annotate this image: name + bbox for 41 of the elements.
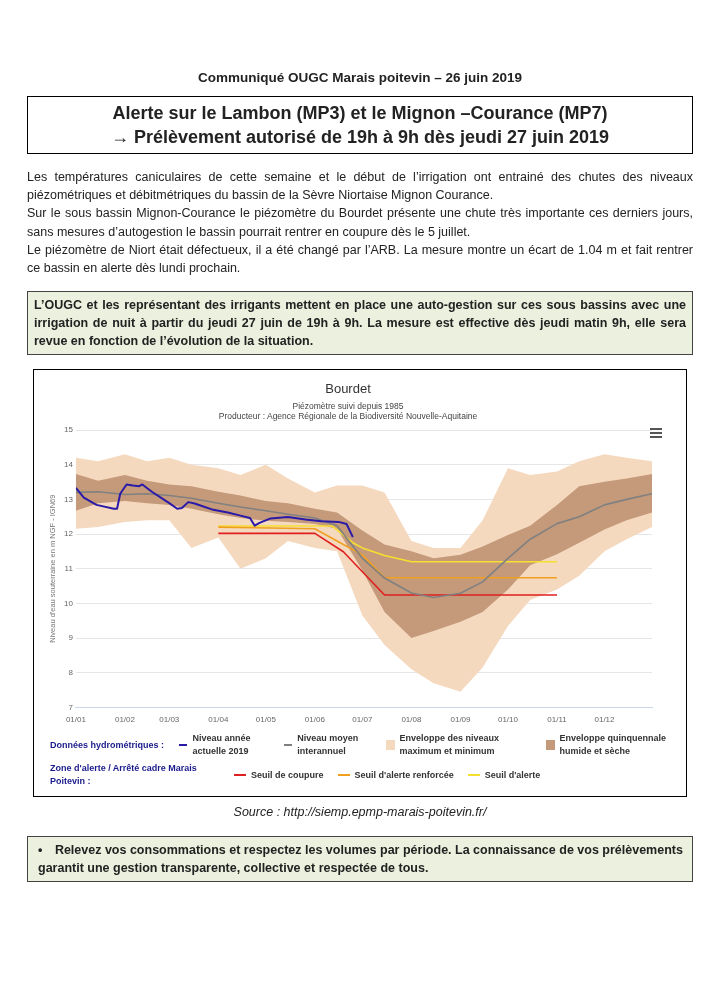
y-tick-label: 9 [68,633,74,643]
legend-label: Seuil d'alerte renforcée [353,768,454,782]
x-tick-label: 01/10 [497,715,519,725]
y-tick-label: 10 [63,598,74,608]
x-tick-label: 01/01 [65,715,87,725]
x-tick-label: 01/09 [450,715,472,725]
x-tick-label: 01/05 [255,715,277,725]
y-tick-label: 12 [63,529,74,539]
x-tick-label: 01/08 [401,715,422,725]
text: Communiqué OUGC Marais poitevin – 26 juin 2019 [196,69,524,87]
legend-label: Enveloppe quinquennale humide et sèche [558,732,668,759]
y-tick-label: 7 [68,702,74,712]
text: • Relevez vos consommations et respectez les volumes par période. La connaissance de vos prélèvements garantit une gestion transparente, collective et respectée de tous. [27,835,693,882]
text: Le piézomètre de Niort était défectueux, il a été changé par l’ARB. La mesure montre un écart de 1.04 m et fait rentrer ce bassin en alerte dès lundi prochain. [27,241,693,277]
text: → Prélèvement autorisé de 19h à 9h dès jeudi 27 juin 2019 [109,125,611,149]
x-tick-label: 01/11 [547,715,568,725]
source-note: Source : http://siemp.epmp-marais-poitevin.fr/ [232,804,489,822]
x-tick-label: 01/03 [159,715,180,725]
text: Données hydrométriques : [50,738,166,752]
y-tick-label: 13 [63,494,74,504]
text: Sur le sous bassin Mignon-Courance le piézomètre du Bourdet présente une chute très importante ces derniers jours, sans mesures d’autogestion le bassin pourrait rentrer en coupure dès le 5 juillet. [27,205,693,241]
y-tick-label: 8 [68,668,74,678]
x-tick-label: 01/06 [304,715,326,725]
legend-label: Seuil d'alerte [483,768,541,782]
x-tick-label: 01/02 [114,715,136,725]
text: Alerte sur le Lambon (MP3) et le Mignon –Courance (MP7) [111,101,609,125]
legend-label: Niveau moyen interannuel [296,732,360,759]
y-tick-label: 14 [63,460,74,470]
x-tick-label: 01/04 [208,715,229,725]
chart-subtitle: Piézomètre suivi depuis 1985 Producteur : Agence Régionale de la Biodiversité Nouvelle-Aquitaine [218,401,478,422]
text: L’OUGC et les représentant des irrigants mettent en place une auto-gestion sur ces sous bassins avec une irrigation de nuit à partir du jeudi 27 juin de 19h à 9h. La mesure est effective dès jeudi matin 9h, elle sera revue en fonction de l’évolution de la situation. [27,290,693,356]
text: Les températures caniculaires de cette semaine et le début de l’irrigation ont entrainé des chutes des niveaux piézométriques et débitmétriques du bassin de la Sèvre Niortaise Mignon Courance. [27,169,693,205]
y-tick-label: 11 [64,564,74,574]
chart-title: Bourdet [325,381,372,397]
y-tick-label: 15 [63,425,74,435]
legend-label: Seuil de coupure [250,768,324,782]
text: Zone d'alerte / Arrêté cadre Marais Poitevin : [50,762,198,789]
x-tick-label: 01/07 [352,715,373,725]
legend-label: Niveau année actuelle 2019 [191,732,252,759]
legend-label: Enveloppe des niveaux maximum et minimum [398,732,501,759]
x-tick-label: 01/12 [594,715,616,725]
